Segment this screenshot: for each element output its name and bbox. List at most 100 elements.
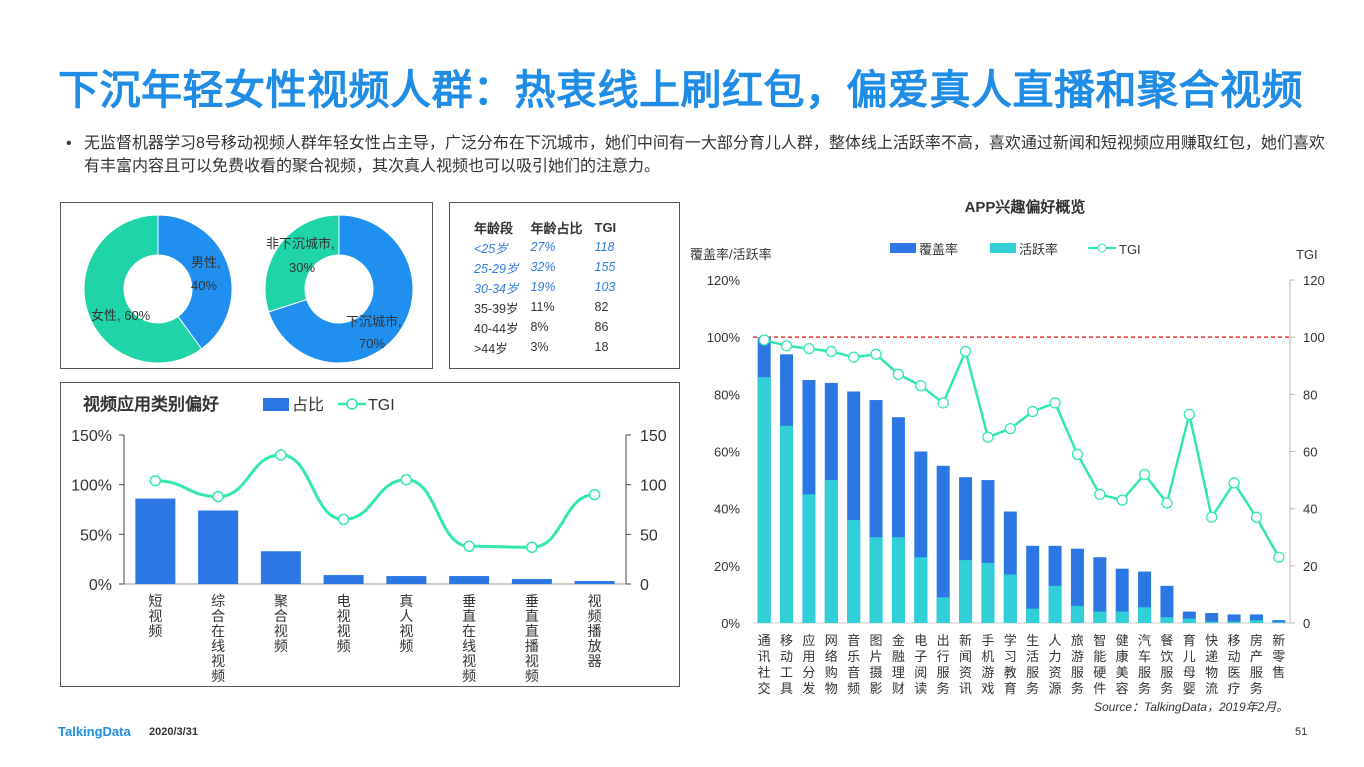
tgi-point <box>982 431 994 443</box>
x-tick-label: 阅 <box>914 665 927 680</box>
x-tick-label: 视 <box>525 653 539 669</box>
tgi-point <box>1116 494 1128 506</box>
x-tick-label: 频 <box>588 608 602 624</box>
tgi-line <box>763 338 1280 558</box>
coverage-bar <box>1249 614 1263 623</box>
coverage-bar <box>1160 585 1174 623</box>
table-cell: 103 <box>594 280 616 294</box>
active-bar <box>1093 611 1107 623</box>
x-tick-label: 服 <box>1138 665 1151 680</box>
y2-tick-label: 60 <box>1303 445 1317 460</box>
x-tick-label: 分 <box>802 665 815 680</box>
x-tick-label: 在 <box>462 623 476 639</box>
tgi-point <box>1161 497 1173 509</box>
tgi-point <box>463 540 475 553</box>
legend-label: TGI <box>1119 242 1141 257</box>
table-header: 年龄段 <box>474 220 514 236</box>
legend-label: TGI <box>368 397 395 414</box>
x-tick-label: 游 <box>1071 649 1084 664</box>
x-tick-label: 垂 <box>462 593 476 609</box>
page-number: 51 <box>1295 726 1308 738</box>
tgi-point <box>1250 511 1263 523</box>
y-tick-label: 100% <box>707 330 741 345</box>
x-tick-label: 理 <box>892 665 905 680</box>
x-tick-label: 视 <box>211 653 225 669</box>
active-bar <box>891 537 905 623</box>
tgi-point <box>1206 511 1218 523</box>
x-tick-label: 在 <box>211 623 225 639</box>
x-tick-label: 务 <box>1250 681 1263 696</box>
x-tick-label: 财 <box>892 681 905 696</box>
table-cell: 118 <box>594 240 615 254</box>
x-tick-label: 习 <box>1004 649 1017 664</box>
x-tick-label: 频 <box>525 668 539 684</box>
x-tick-label: 电 <box>337 593 351 609</box>
x-tick-label: 务 <box>1026 681 1039 696</box>
y2-tick-label: 80 <box>1303 387 1317 402</box>
bar <box>574 581 615 584</box>
y2-axis-title: TGI <box>1296 247 1318 262</box>
y2-tick-label: 100 <box>1303 330 1325 345</box>
x-tick-label: 教 <box>1004 665 1017 680</box>
coverage-bar <box>1026 545 1040 623</box>
x-tick-label: 音 <box>847 633 860 648</box>
table-cell: 35-39岁 <box>474 301 519 316</box>
y-tick-label: 80% <box>714 387 740 402</box>
tgi-point <box>1183 408 1195 420</box>
x-tick-label: 育 <box>1004 681 1017 696</box>
tgi-point <box>892 368 905 380</box>
donut-slice <box>267 214 414 364</box>
x-tick-label: 出 <box>937 633 950 648</box>
x-tick-label: 售 <box>1272 665 1285 680</box>
table-header: 年龄占比 <box>530 220 583 236</box>
age-table: 年龄段 年龄占比 TGI <25岁 27% 118 25-29岁 32% 155 30-34岁 19… <box>468 217 622 357</box>
x-tick-label: 播 <box>525 638 539 654</box>
x-tick-label: 聚 <box>274 593 288 609</box>
bar <box>135 498 176 584</box>
x-tick-label: 资 <box>1049 665 1062 680</box>
y-tick-label: 50% <box>80 527 112 544</box>
x-tick-label: 频 <box>337 638 351 654</box>
x-tick-label: 综 <box>211 593 225 609</box>
legend-swatch-bar <box>263 398 289 411</box>
x-tick-label: 用 <box>802 649 815 664</box>
x-tick-label: 动 <box>1228 649 1241 664</box>
y2-tick-label: 20 <box>1303 559 1317 574</box>
y-axis-title: 覆盖率/活跃率 <box>690 247 772 262</box>
table-cell: <25岁 <box>474 241 508 256</box>
x-tick-label: 直 <box>525 623 539 639</box>
active-bar <box>869 537 883 623</box>
tgi-point <box>915 380 927 392</box>
coverage-bar <box>1070 548 1084 623</box>
bar <box>260 551 301 584</box>
active-bar <box>914 557 928 623</box>
x-tick-label: 合 <box>274 608 288 624</box>
donut-slice <box>157 214 233 350</box>
x-tick-label: 力 <box>1049 649 1062 664</box>
tgi-point <box>870 348 882 360</box>
x-tick-label: 务 <box>937 681 950 696</box>
x-tick-label: 汽 <box>1138 633 1151 648</box>
x-tick-label: 移 <box>780 633 793 648</box>
x-tick-label: 旅 <box>1071 633 1084 648</box>
talkingdata-logo: TalkingData <box>58 724 131 739</box>
x-tick-label: 闻 <box>959 649 972 664</box>
x-tick-label: 视 <box>588 593 602 609</box>
tgi-point <box>400 473 413 486</box>
tgi-point <box>1071 448 1084 461</box>
x-tick-label: 美 <box>1116 665 1129 680</box>
y-tick-label: 100% <box>71 478 112 495</box>
slice-label: 30% <box>289 260 315 275</box>
x-tick-label: 学 <box>1004 633 1017 648</box>
video-category-panel: 视频应用类别偏好 占比 TGI 0% 0 50% 50 100% 100 150% 150 短视频综合… <box>60 382 680 687</box>
summary-bullet: 无监督机器学习8号移动视频人群年轻女性占主导，广泛分布在下沉城市，她们中间有一大… <box>64 132 1339 178</box>
legend-label: 活跃率 <box>1019 242 1058 257</box>
x-tick-label: 工 <box>780 665 793 680</box>
x-tick-label: 视 <box>399 623 413 639</box>
tgi-point <box>212 490 224 503</box>
slice-label: 女性, 60% <box>91 308 151 323</box>
x-tick-label: 视 <box>274 623 288 639</box>
active-bar <box>1205 621 1219 623</box>
x-tick-label: 线 <box>211 638 225 654</box>
y-tick-label: 20% <box>714 559 740 574</box>
